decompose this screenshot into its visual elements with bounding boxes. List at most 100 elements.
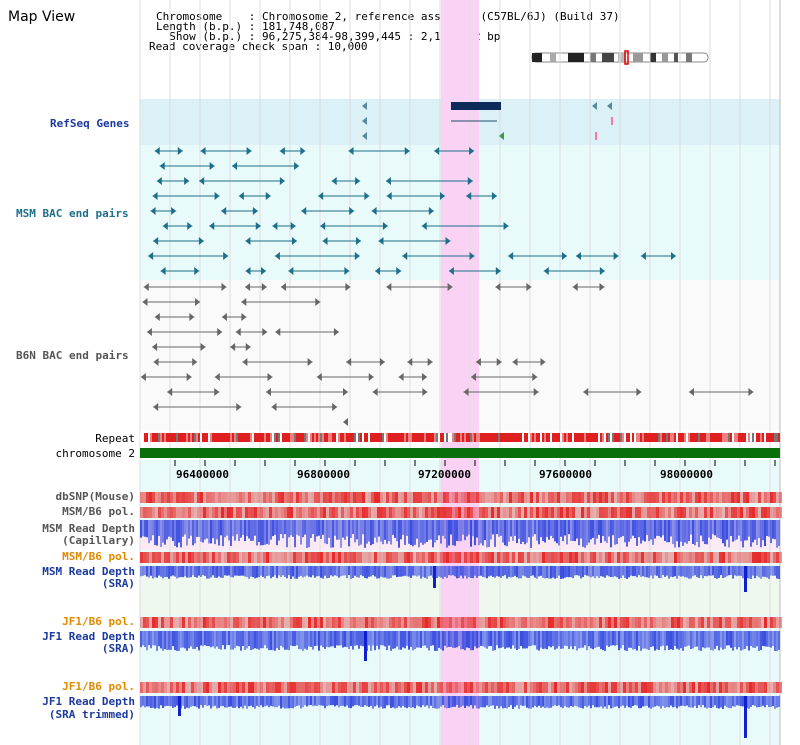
- msm-sra-depth-bar: [346, 566, 348, 579]
- repeat-segment: [694, 433, 696, 442]
- jf1-trimmed-depth-bar: [624, 696, 626, 708]
- jf1-trimmed-depth-bar: [552, 696, 554, 707]
- msm-pol-sra-cell: [704, 552, 707, 563]
- msm-read-depth-sra-sub: (SRA): [101, 577, 135, 590]
- msm-capillary-depth-bar: [168, 520, 170, 537]
- dbsnp-cell: [374, 492, 377, 503]
- jf1-sra-depth-bar: [592, 631, 594, 650]
- repeat-segment: [474, 433, 476, 442]
- msm-pol-cell: [392, 507, 395, 518]
- msm-pol-sra-cell: [755, 552, 758, 563]
- msm-capillary-depth-bar: [514, 520, 516, 536]
- jf1-sra-depth-bar: [420, 631, 422, 648]
- jf1-pol-cell: [221, 617, 224, 628]
- msm-sra-depth-bar: [642, 566, 644, 577]
- dbsnp-cell: [260, 492, 263, 503]
- b6n-bac-end-marker: [261, 283, 267, 291]
- msm-capillary-depth-bar: [696, 520, 698, 542]
- jf1-pol-cell: [743, 617, 746, 628]
- dbsnp-cell: [365, 492, 368, 503]
- dbsnp-cell: [371, 492, 374, 503]
- msm-capillary-depth-bar: [210, 520, 212, 544]
- jf1-pol-cell: [374, 617, 377, 628]
- msm-bac-end-marker: [428, 207, 434, 215]
- jf1-trimmed-depth-bar: [728, 696, 730, 709]
- jf1-pol-cell: [326, 617, 329, 628]
- jf1-pol-2-cell: [758, 682, 761, 693]
- jf1-pol-2-cell: [509, 682, 512, 693]
- jf1-sra-depth-bar: [464, 631, 466, 651]
- msm-sra-depth-bar: [658, 566, 660, 578]
- repeat-segment: [636, 433, 638, 442]
- msm-capillary-depth-bar: [306, 520, 308, 548]
- msm-pol-sra-cell: [218, 552, 221, 563]
- jf1-pol-2-cell: [722, 682, 725, 693]
- msm-capillary-depth-bar: [244, 520, 246, 542]
- msm-sra-depth-bar: [250, 566, 252, 577]
- msm-sra-depth-bar: [560, 566, 562, 579]
- msm-sra-depth-bar: [550, 566, 552, 579]
- repeat-segment: [382, 433, 384, 442]
- msm-capillary-depth-bar: [250, 520, 252, 541]
- jf1-trimmed-depth-bar: [514, 696, 516, 707]
- jf1-trimmed-depth-bar: [492, 696, 494, 706]
- msm-capillary-depth-bar: [598, 520, 600, 535]
- dbsnp-cell: [221, 492, 224, 503]
- repeat-segment: [266, 433, 268, 442]
- msm-pol-sra-cell: [359, 552, 362, 563]
- msm-sra-depth-bar: [462, 566, 464, 579]
- msm-sra-depth-bar: [356, 566, 358, 578]
- jf1-pol-cell: [662, 617, 665, 628]
- b6n-bac-end-marker: [333, 328, 339, 336]
- msm-capillary-depth-bar: [746, 520, 748, 541]
- msm-pol-cell: [770, 507, 773, 518]
- jf1-sra-depth-bar: [146, 631, 148, 651]
- jf1-pol-cell: [272, 617, 275, 628]
- repeat-segment: [242, 433, 244, 442]
- msm-capillary-depth-bar: [378, 520, 380, 537]
- repeat-segment: [672, 433, 674, 442]
- jf1-sra-depth-bar: [140, 631, 142, 648]
- jf1-pol-2-cell: [233, 682, 236, 693]
- repeat-segment: [204, 433, 206, 442]
- msm-capillary-depth-bar: [398, 520, 400, 548]
- msm-capillary-depth-bar: [416, 520, 418, 539]
- jf1-pol-cell: [176, 617, 179, 628]
- jf1-pol-cell: [446, 617, 449, 628]
- msm-sra-depth-bar: [164, 566, 166, 578]
- msm-pol-sra-cell: [305, 552, 308, 563]
- msm-pol-sra-cell: [608, 552, 611, 563]
- jf1-pol-cell: [680, 617, 683, 628]
- jf1-pol-cell: [773, 617, 776, 628]
- jf1-sra-depth-bar: [192, 631, 194, 649]
- msm-pol-sra-cell: [374, 552, 377, 563]
- b6n-bac-end-marker: [372, 388, 378, 396]
- jf1-trimmed-depth-bar-spike: [178, 696, 181, 716]
- jf1-pol-cell: [476, 617, 479, 628]
- msm-pol-sra-cell: [632, 552, 635, 563]
- msm-capillary-depth-bar: [278, 520, 280, 541]
- msm-pol-sra-cell: [353, 552, 356, 563]
- jf1-sra-depth-bar: [700, 631, 702, 651]
- msm-sra-depth-bar: [670, 566, 672, 577]
- repeat-segment: [384, 433, 386, 442]
- msm-sra-depth-bar: [378, 566, 380, 579]
- jf1-pol-cell: [512, 617, 515, 628]
- jf1-pol-2-cell: [488, 682, 491, 693]
- jf1-sra-depth-bar: [264, 631, 266, 646]
- msm-pol-cell: [686, 507, 689, 518]
- msm-pol-sra-cell: [566, 552, 569, 563]
- msm-pol-sra-cell: [758, 552, 761, 563]
- jf1-pol-cell: [674, 617, 677, 628]
- msm-sra-depth-bar: [442, 566, 444, 579]
- b6n-bac-end-marker: [540, 358, 546, 366]
- msm-pol-sra-cell: [317, 552, 320, 563]
- msm-capillary-depth-bar: [346, 520, 348, 537]
- jf1-pol-2-cell: [740, 682, 743, 693]
- jf1-sra-depth-bar: [180, 631, 182, 648]
- msm-capillary-depth-bar: [534, 520, 536, 535]
- jf1-trimmed-depth-bar: [486, 696, 488, 706]
- jf1-pol-cell: [299, 617, 302, 628]
- msm-capillary-depth-bar: [176, 520, 178, 548]
